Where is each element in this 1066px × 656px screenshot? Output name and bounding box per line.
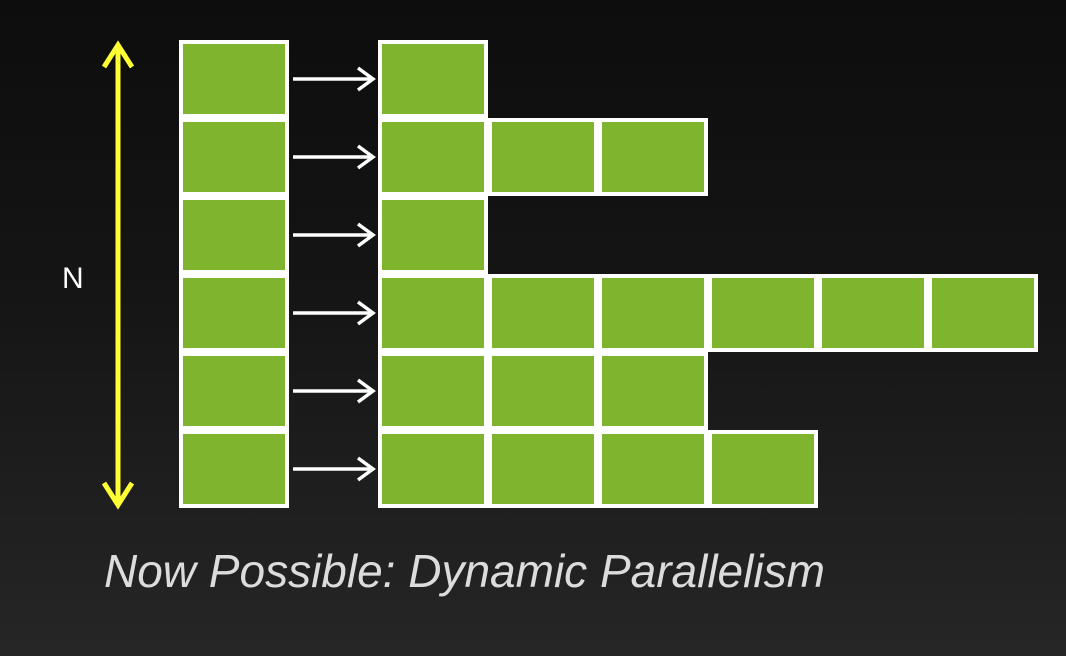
child-cell [378, 274, 488, 352]
child-cell [488, 430, 598, 508]
child-cell [488, 352, 598, 430]
parent-thread-column [179, 40, 289, 508]
child-cell [598, 430, 708, 508]
child-cell [598, 274, 708, 352]
n-axis-label: N [62, 262, 84, 295]
parent-cell [179, 196, 289, 274]
child-cell [378, 352, 488, 430]
child-cell [378, 40, 488, 118]
child-cell [818, 274, 928, 352]
axis-arrowhead-top [101, 40, 135, 69]
caption: Now Possible: Dynamic Parallelism [104, 545, 825, 597]
n-axis [101, 40, 135, 510]
child-cell [488, 274, 598, 352]
axis-arrowhead-bottom [101, 481, 135, 510]
launch-arrowhead [356, 456, 376, 482]
child-cell [928, 274, 1038, 352]
parent-cell [179, 40, 289, 118]
child-cell [378, 196, 488, 274]
launch-arrowhead [356, 222, 376, 248]
launch-arrows [293, 66, 376, 482]
child-grid-rows [378, 40, 1038, 508]
child-cell [378, 118, 488, 196]
child-cell [488, 118, 598, 196]
parent-cell [179, 430, 289, 508]
parent-cell [179, 352, 289, 430]
child-cell [378, 430, 488, 508]
launch-arrowhead [356, 144, 376, 170]
launch-arrowhead [356, 66, 376, 92]
child-cell [708, 430, 818, 508]
child-cell [708, 274, 818, 352]
launch-arrowhead [356, 378, 376, 404]
child-cell [598, 118, 708, 196]
parent-cell [179, 274, 289, 352]
parent-cell [179, 118, 289, 196]
launch-arrowhead [356, 300, 376, 326]
child-cell [598, 352, 708, 430]
